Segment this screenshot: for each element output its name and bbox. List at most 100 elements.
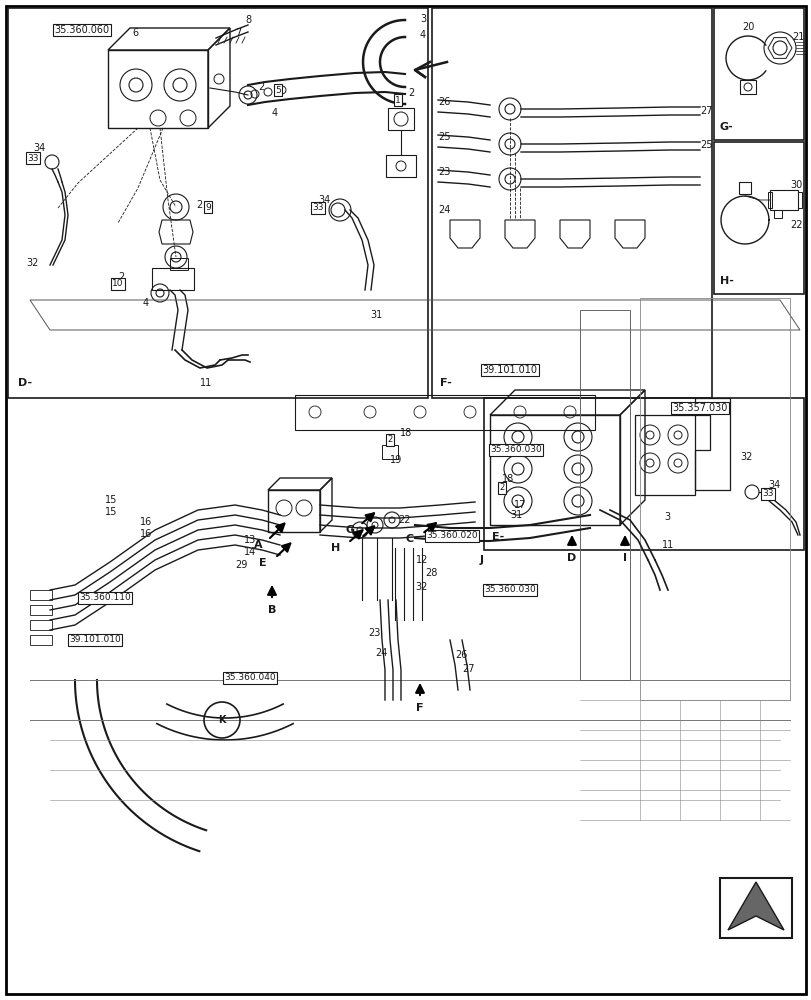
Text: D: D: [567, 553, 576, 563]
Bar: [634, 415, 694, 495]
Bar: [169, 258, 188, 270]
Text: 34: 34: [33, 143, 45, 153]
Text: 4: 4: [272, 108, 278, 118]
Bar: [489, 415, 620, 525]
Text: 21: 21: [791, 32, 804, 42]
Text: H-: H-: [719, 276, 733, 286]
Text: 12: 12: [415, 555, 428, 565]
Bar: [30, 605, 52, 615]
Text: 30: 30: [789, 180, 801, 190]
Text: F: F: [416, 703, 423, 713]
Bar: [8, 8, 427, 398]
Text: 9: 9: [205, 202, 211, 212]
Text: 27: 27: [461, 664, 474, 674]
Text: 5: 5: [275, 86, 281, 95]
Text: 26: 26: [454, 650, 467, 660]
Text: 18: 18: [400, 428, 412, 438]
Polygon shape: [727, 882, 783, 930]
Text: 2: 2: [499, 484, 504, 492]
Text: 8: 8: [245, 15, 251, 25]
Text: 22: 22: [789, 220, 801, 230]
Text: F-: F-: [440, 378, 451, 388]
Text: 35.360.040: 35.360.040: [224, 674, 276, 682]
Bar: [30, 635, 52, 645]
Text: 32: 32: [26, 258, 38, 268]
Text: 4: 4: [143, 298, 149, 308]
Bar: [381, 445, 397, 459]
Text: 29: 29: [234, 560, 247, 570]
Text: 11: 11: [200, 378, 212, 388]
Bar: [719, 878, 791, 938]
Text: G: G: [345, 525, 354, 535]
Bar: [483, 398, 803, 550]
Bar: [30, 620, 52, 630]
Text: 34: 34: [318, 195, 330, 205]
Text: 15: 15: [105, 495, 118, 505]
Bar: [797, 192, 801, 208]
Text: 16: 16: [139, 529, 152, 539]
Text: 35.357.030: 35.357.030: [672, 403, 727, 413]
Bar: [431, 8, 711, 398]
Bar: [773, 210, 781, 218]
Text: 13: 13: [243, 535, 256, 545]
Bar: [30, 590, 52, 600]
Bar: [152, 268, 194, 290]
Text: D-: D-: [18, 378, 32, 388]
Text: 33: 33: [762, 489, 773, 498]
Text: 2: 2: [195, 200, 202, 210]
Text: E: E: [259, 558, 267, 568]
Text: G-: G-: [719, 122, 733, 132]
Text: 31: 31: [509, 510, 521, 520]
Text: 26: 26: [437, 97, 450, 107]
Text: 35.360.030: 35.360.030: [483, 585, 535, 594]
Text: 32: 32: [739, 452, 752, 462]
Bar: [769, 190, 797, 210]
Text: 33: 33: [312, 204, 324, 213]
Text: 22: 22: [397, 515, 410, 525]
Text: 23: 23: [437, 167, 450, 177]
Text: 33: 33: [28, 154, 39, 163]
Text: 25: 25: [437, 132, 450, 142]
Bar: [713, 142, 803, 294]
Bar: [268, 490, 320, 532]
Text: E-: E-: [491, 532, 504, 542]
Text: 2: 2: [118, 272, 124, 282]
Text: 2: 2: [407, 88, 414, 98]
Text: 18: 18: [501, 474, 513, 484]
Text: 15: 15: [105, 507, 118, 517]
Text: 23: 23: [367, 628, 380, 638]
Text: 35.360.110: 35.360.110: [79, 593, 131, 602]
Text: 10: 10: [112, 279, 123, 288]
Text: 24: 24: [375, 648, 387, 658]
Text: 34: 34: [767, 480, 779, 490]
Text: 4: 4: [419, 30, 426, 40]
Text: A: A: [253, 540, 262, 550]
Text: 20: 20: [741, 22, 753, 32]
Text: C: C: [406, 534, 414, 544]
Text: 24: 24: [437, 205, 450, 215]
Text: K: K: [218, 715, 225, 725]
Text: 2: 2: [258, 82, 264, 92]
Text: 19: 19: [389, 455, 401, 465]
Text: 39.101.010: 39.101.010: [482, 365, 537, 375]
Text: 17: 17: [513, 500, 526, 510]
Text: 11: 11: [661, 540, 673, 550]
Text: B: B: [268, 605, 276, 615]
Text: H: H: [331, 543, 340, 553]
Bar: [108, 50, 208, 128]
Text: 3: 3: [419, 14, 426, 24]
Text: 31: 31: [370, 310, 382, 320]
Text: 6: 6: [132, 28, 138, 38]
Text: 16: 16: [139, 517, 152, 527]
Text: 27: 27: [699, 106, 711, 116]
Text: 25: 25: [699, 140, 711, 150]
Bar: [388, 108, 414, 130]
Text: 35.360.060: 35.360.060: [54, 25, 109, 35]
Text: 14: 14: [243, 547, 256, 557]
Bar: [385, 155, 415, 177]
Text: 35.360.020: 35.360.020: [426, 532, 477, 540]
Text: 1: 1: [395, 96, 401, 105]
Bar: [767, 192, 771, 208]
Text: 32: 32: [414, 582, 427, 592]
Text: I: I: [622, 553, 626, 563]
